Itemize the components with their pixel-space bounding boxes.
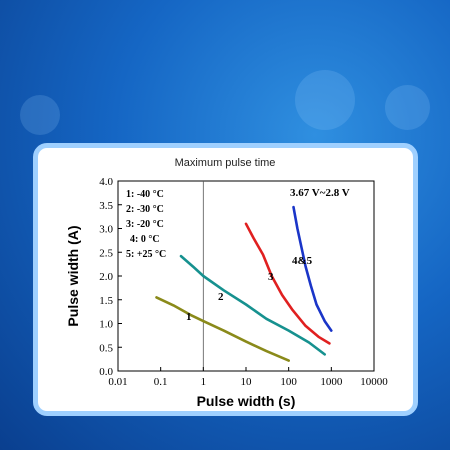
x-axis: 0.01 0.1 1 10 100 1000 10000 — [108, 367, 388, 388]
y-tick-label: 1.0 — [99, 319, 113, 331]
x-tick-label: 100 — [280, 376, 297, 388]
series-line-4-5 — [292, 205, 333, 332]
series-label-2: 2 — [218, 291, 224, 303]
x-tick-label: 0.1 — [154, 376, 168, 388]
series-labels: 1 2 3 4&5 — [186, 255, 313, 323]
legend-item-2: 2: -30 °C — [126, 204, 164, 215]
y-tick-label: 2.5 — [99, 247, 113, 259]
x-tick-label: 1 — [201, 376, 207, 388]
series-line-2 — [179, 254, 327, 356]
background-bokeh — [385, 85, 430, 130]
chart-title: Maximum pulse time — [174, 157, 276, 169]
y-tick-label: 4.0 — [99, 176, 113, 188]
y-tick-label: 2.0 — [99, 271, 113, 283]
series-group — [155, 205, 333, 362]
legend-item-4: 4: 0 °C — [130, 234, 160, 245]
legend-item-3: 3: -20 °C — [126, 219, 164, 230]
y-axis-label: Pulse width (A) — [65, 225, 81, 326]
x-tick-label: 10 — [241, 376, 253, 388]
y-tick-label: 3.0 — [99, 224, 113, 236]
y-tick-label: 1.5 — [99, 295, 113, 307]
legend: 1: -40 °C 2: -30 °C 3: -20 °C 4: 0 °C 5:… — [126, 189, 166, 260]
series-label-4-5: 4&5 — [292, 255, 313, 267]
series-label-3: 3 — [268, 271, 274, 283]
background-bokeh — [20, 95, 60, 135]
series-line-3 — [244, 222, 331, 345]
background-bokeh — [295, 70, 355, 130]
x-tick-label: 0.01 — [108, 376, 127, 388]
series-line-1 — [155, 296, 291, 362]
legend-item-1: 1: -40 °C — [126, 189, 164, 200]
x-axis-label: Pulse width (s) — [197, 393, 296, 409]
y-tick-label: 0.0 — [99, 366, 113, 378]
y-tick-label: 3.5 — [99, 200, 113, 212]
voltage-annotation: 3.67 V~2.8 V — [290, 187, 350, 199]
series-label-1: 1 — [186, 311, 192, 323]
y-axis: 0.0 0.5 1.0 1.5 2.0 2.5 3.0 3.5 4.0 — [99, 176, 122, 378]
x-tick-label: 10000 — [360, 376, 388, 388]
legend-item-5: 5: +25 °C — [126, 249, 166, 260]
x-tick-label: 1000 — [320, 376, 343, 388]
y-tick-label: 0.5 — [99, 342, 113, 354]
